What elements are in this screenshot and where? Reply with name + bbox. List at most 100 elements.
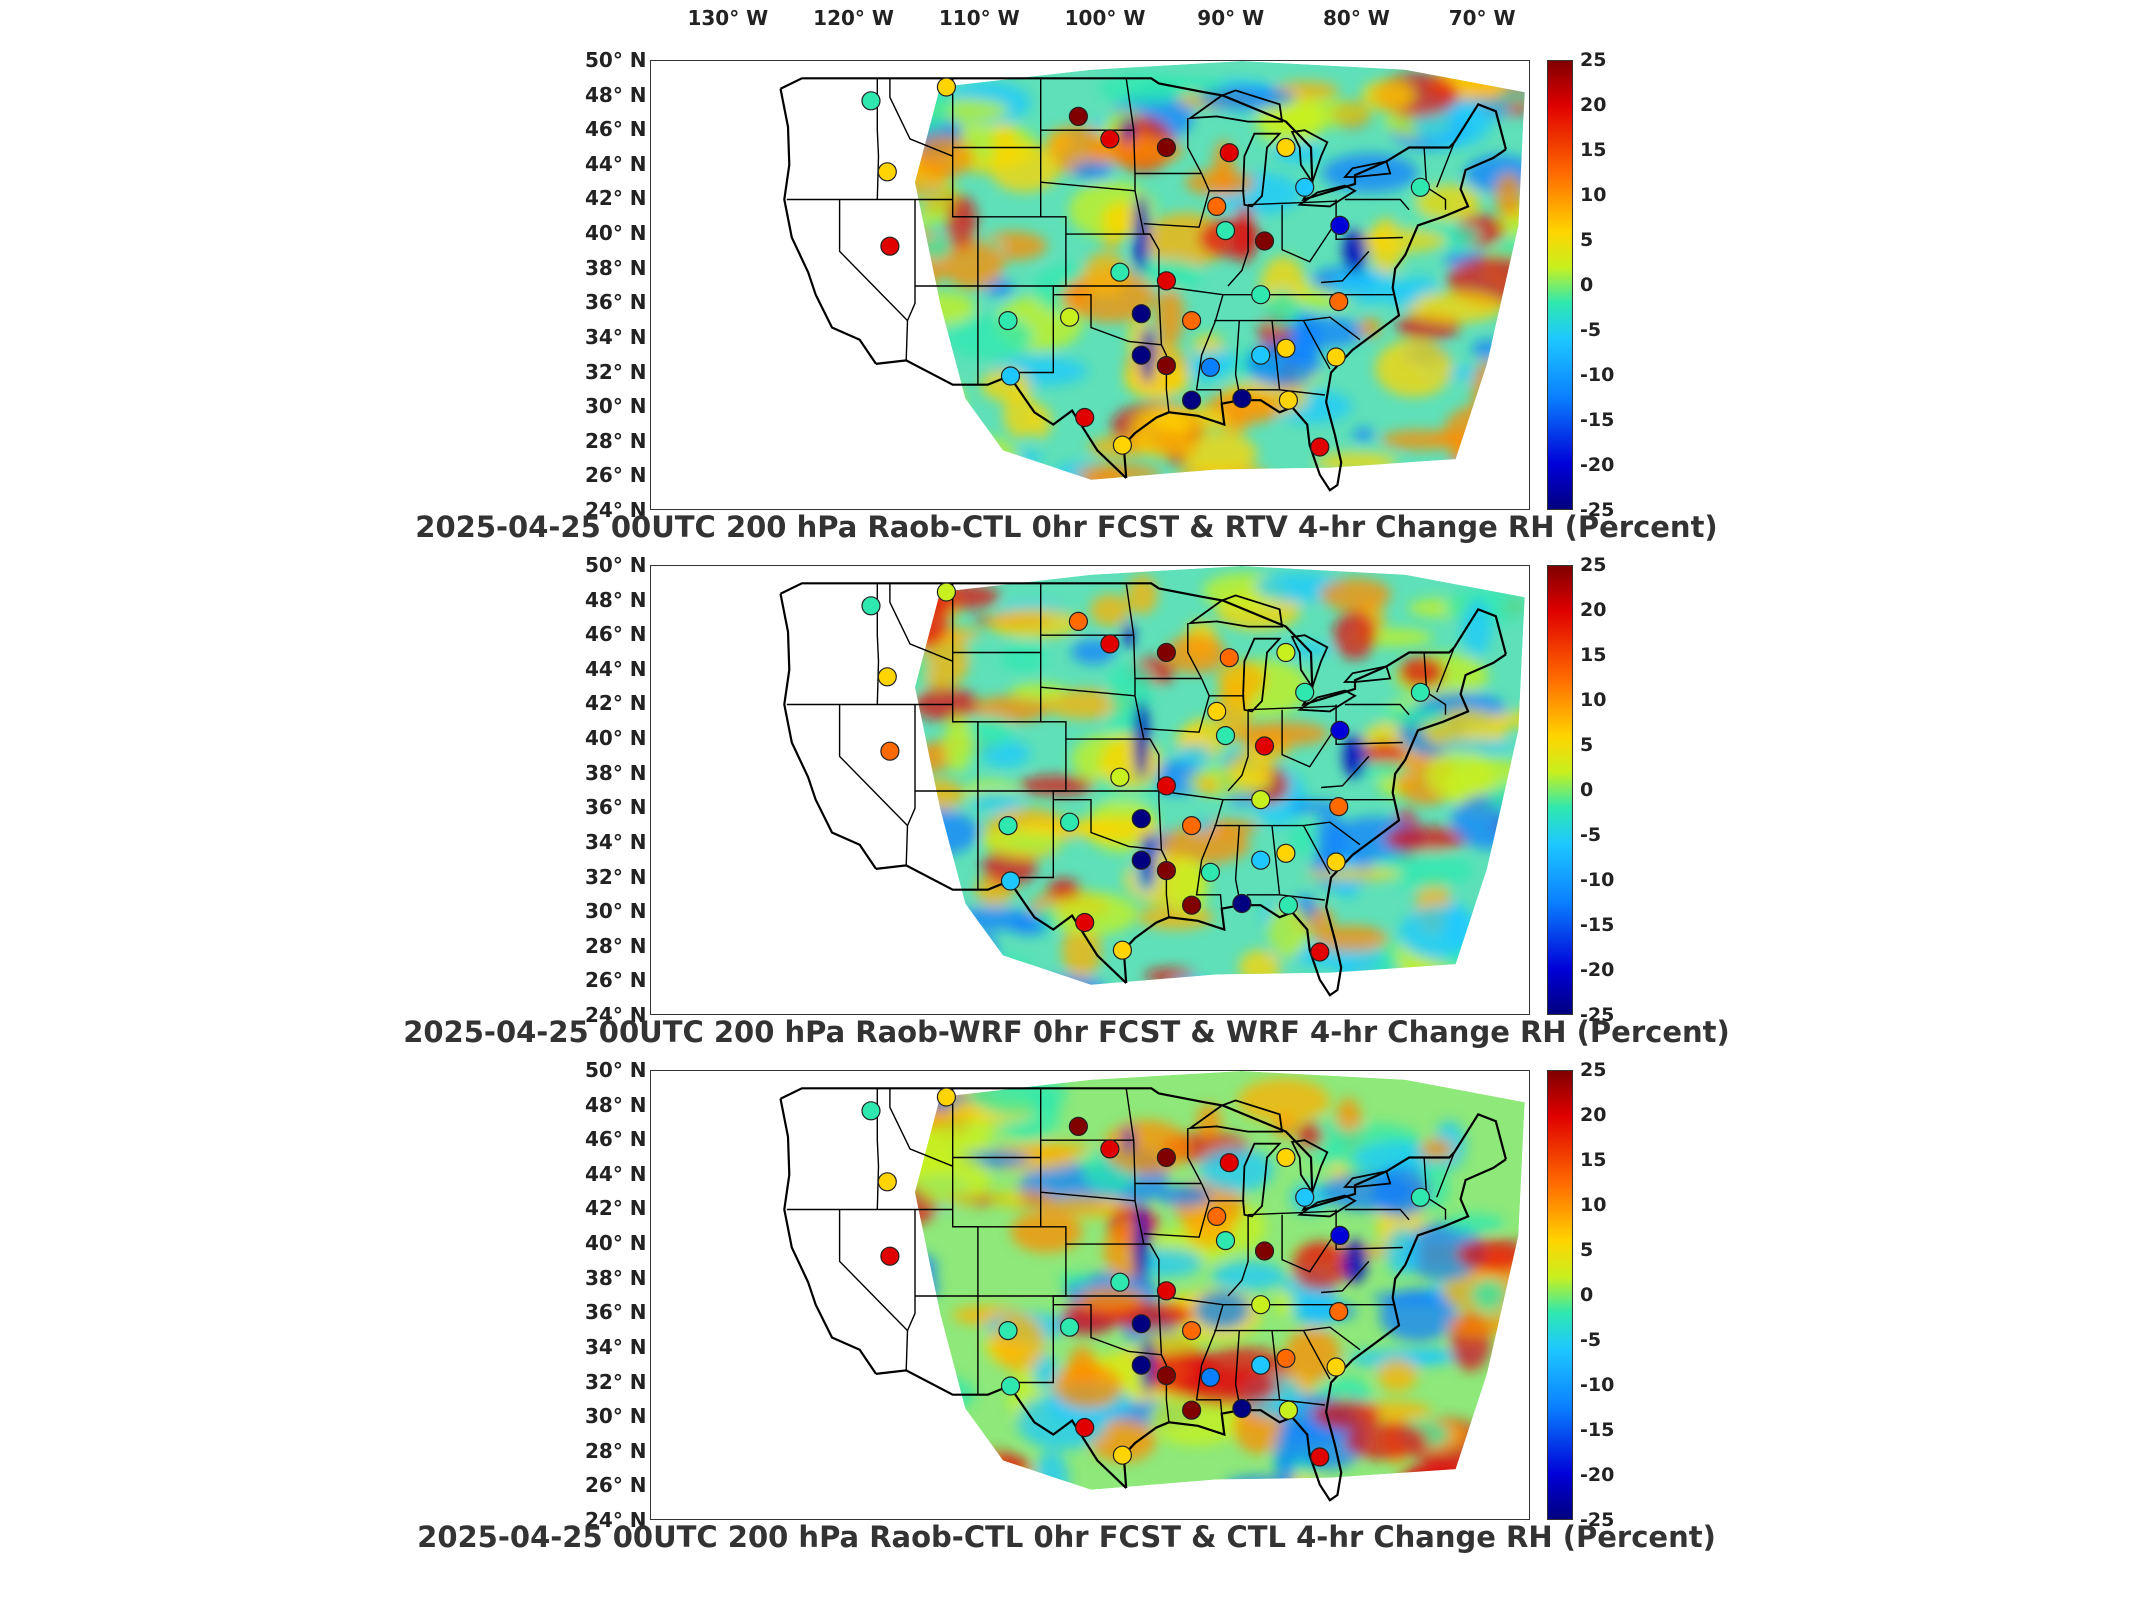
raob-station-marker — [1215, 1231, 1236, 1251]
raob-station-marker — [1276, 642, 1296, 663]
raob-station-marker — [1068, 1116, 1088, 1137]
raob-station-marker — [1112, 435, 1132, 455]
colorbar-tick-label: 15 — [1580, 139, 1607, 161]
colorbar-tick-label: -10 — [1580, 1374, 1615, 1396]
raob-station-marker — [1295, 1187, 1315, 1207]
raob-station-marker — [936, 1087, 956, 1107]
latitude-label: 32° N — [585, 864, 647, 889]
raob-station-marker — [998, 816, 1018, 836]
map-panel-1: 50° N 48° N 46° N 44° N 42° N 40° N 38° N 36° N… — [0, 40, 2133, 545]
raob-station-marker — [1330, 720, 1350, 740]
colorbar-tick-label: 0 — [1580, 274, 1594, 296]
raob-station-marker — [1156, 137, 1177, 158]
raob-station-marker — [1295, 177, 1315, 197]
colorbar-tick-label: 15 — [1580, 1149, 1607, 1171]
raob-station-marker — [1251, 285, 1271, 305]
raob-station-marker — [1100, 1139, 1120, 1159]
raob-station-marker — [1000, 871, 1021, 891]
raob-station-marker — [1326, 1357, 1346, 1377]
colorbar — [1547, 1070, 1573, 1520]
longitude-label: 100° W — [1064, 6, 1146, 30]
raob-station-marker — [1075, 1417, 1095, 1438]
raob-station-marker — [1060, 812, 1080, 832]
raob-station-marker — [1232, 1398, 1252, 1419]
colorbar-tick-label: -25 — [1580, 499, 1615, 521]
raob-station-marker — [1207, 196, 1227, 216]
latitude-label: 50° N — [585, 48, 647, 72]
us-state-boundaries — [779, 1087, 1507, 1502]
raob-station-marker — [1131, 304, 1151, 324]
colorbar-tick-label: -5 — [1580, 824, 1602, 846]
raob-station-marker — [1156, 776, 1177, 796]
map-plot-area — [650, 60, 1530, 510]
colorbar-tick-label: 20 — [1580, 94, 1607, 116]
latitude-label: 44° N — [585, 151, 647, 176]
raob-station-marker — [1330, 1225, 1350, 1245]
raob-station-marker — [1326, 347, 1346, 367]
raob-station-marker — [1276, 137, 1296, 158]
rh-map — [779, 61, 1525, 492]
raob-station-marker — [1310, 1447, 1330, 1467]
latitude-label: 38° N — [585, 255, 647, 280]
raob-station-marker — [1131, 850, 1151, 870]
raob-station-marker — [1215, 221, 1236, 241]
raob-station-marker — [880, 1246, 900, 1266]
raob-station-marker — [861, 1101, 881, 1121]
latitude-label: 30° N — [585, 394, 647, 419]
latitude-label: 42° N — [585, 1196, 647, 1221]
raob-station-marker — [1329, 1302, 1349, 1322]
latitude-label: 48° N — [585, 1092, 647, 1117]
raob-station-marker — [1181, 390, 1202, 410]
raob-station-marker — [1156, 642, 1177, 663]
raob-station-marker — [1200, 1367, 1221, 1387]
raob-station-marker — [1326, 852, 1346, 872]
raob-station-marker — [936, 582, 956, 602]
map-plot-area — [650, 565, 1530, 1015]
raob-station-marker — [1310, 942, 1330, 962]
raob-station-marker — [936, 77, 956, 97]
raob-stations — [861, 1087, 1431, 1467]
longitude-label: 70° W — [1448, 6, 1516, 30]
latitude-label: 46° N — [585, 117, 647, 142]
raob-station-marker — [1251, 1295, 1271, 1315]
latitude-label: 38° N — [585, 1265, 647, 1290]
rh-map — [779, 566, 1525, 997]
raob-station-marker — [1410, 1187, 1431, 1207]
raob-station-marker — [1156, 356, 1177, 376]
raob-station-marker — [1068, 106, 1088, 127]
raob-station-marker — [1112, 1445, 1132, 1465]
raob-station-marker — [998, 1321, 1018, 1341]
raob-station-marker — [1075, 912, 1095, 933]
latitude-label: 34° N — [585, 1334, 647, 1359]
colorbar-tick-label: 5 — [1580, 1239, 1594, 1261]
raob-station-marker — [1329, 797, 1349, 817]
colorbar-tick-label: -10 — [1580, 869, 1615, 891]
latitude-label: 24° N — [585, 1003, 647, 1027]
raob-station-marker — [1000, 366, 1021, 386]
longitude-label: 110° W — [938, 6, 1020, 30]
colorbar-tick-label: 10 — [1580, 689, 1607, 711]
colorbar — [1547, 60, 1573, 510]
raob-station-marker — [1251, 1355, 1271, 1375]
raob-station-marker — [861, 596, 881, 616]
raob-station-marker — [1060, 1317, 1080, 1337]
colorbar-tick-label: 0 — [1580, 1284, 1594, 1306]
raob-station-marker — [1156, 1281, 1177, 1301]
panel-title: 2025-04-25 00UTC 200 hPa Raob-CTL 0hr FC… — [417, 1520, 1716, 1554]
raob-station-marker — [1254, 231, 1275, 251]
raob-station-marker — [1100, 129, 1120, 149]
raob-station-marker — [1410, 177, 1431, 197]
latitude-label: 44° N — [585, 1161, 647, 1186]
raob-station-marker — [1207, 1206, 1227, 1226]
latitude-label: 28° N — [585, 1438, 647, 1463]
colorbar-tick-label: -20 — [1580, 959, 1615, 981]
raob-station-marker — [1207, 701, 1227, 721]
us-state-boundaries — [779, 77, 1507, 492]
colorbar-tick-label: -10 — [1580, 364, 1615, 386]
panel-title: 2025-04-25 00UTC 200 hPa Raob-CTL 0hr FC… — [415, 510, 1718, 544]
raob-station-marker — [877, 667, 897, 687]
colorbar-tick-label: -5 — [1580, 319, 1602, 341]
raob-station-marker — [1219, 1153, 1239, 1173]
raob-station-marker — [880, 236, 900, 256]
raob-station-marker — [1110, 262, 1130, 282]
